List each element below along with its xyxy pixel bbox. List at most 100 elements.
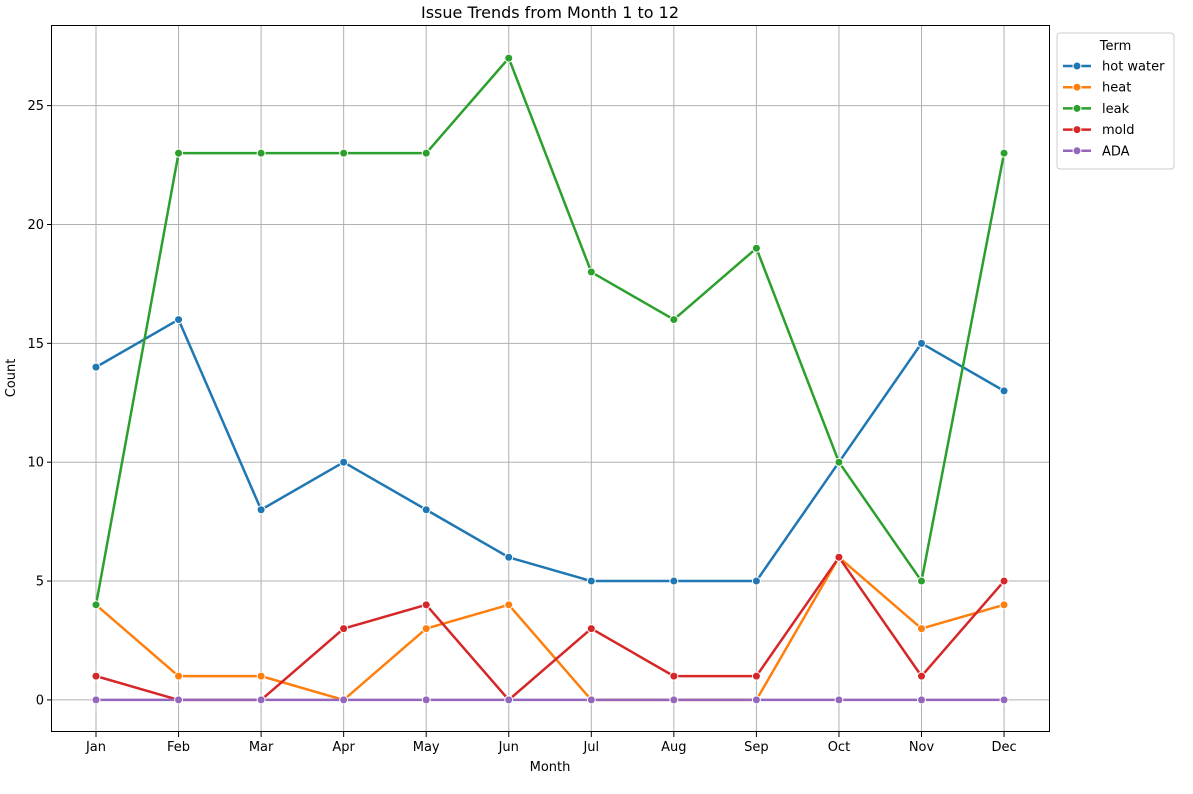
data-point [999, 576, 1009, 586]
y-axis-label: Count [4, 359, 19, 398]
legend-title: Term [1099, 39, 1132, 54]
data-point [421, 505, 431, 515]
x-tick-label: Feb [167, 740, 190, 755]
data-point [669, 576, 679, 586]
data-point [999, 148, 1009, 158]
series-group [91, 53, 1009, 705]
y-tick-label: 10 [27, 456, 44, 471]
series-line [94, 56, 1006, 606]
axis-ticks: Jan Feb Mar Apr May Jun Jul Aug Sep Oct Nov Dec 0 5 10… [27, 99, 1016, 755]
data-point [339, 624, 349, 634]
data-point [834, 695, 844, 705]
series-leak [91, 53, 1009, 610]
data-point [421, 695, 431, 705]
legend-marker [1072, 82, 1082, 92]
data-point [917, 624, 926, 634]
data-point [834, 552, 844, 562]
data-point [917, 576, 926, 586]
data-point [339, 695, 349, 705]
series-line [95, 556, 1005, 702]
data-point [586, 624, 596, 634]
data-point [174, 148, 184, 158]
data-point [339, 457, 349, 467]
data-point [339, 148, 349, 158]
data-point [586, 576, 596, 586]
data-point [669, 315, 679, 325]
legend-entry: leak [1063, 102, 1130, 117]
x-tick-label: Dec [991, 740, 1016, 755]
series-mold [91, 552, 1009, 705]
series-ada [91, 695, 1009, 705]
data-point [504, 695, 514, 705]
data-point [91, 671, 101, 681]
x-tick-label: Aug [661, 740, 686, 755]
data-point [421, 600, 431, 610]
data-point [421, 148, 431, 158]
x-tick-label: Jul [582, 740, 599, 755]
x-tick-label: May [413, 740, 440, 755]
legend-label: leak [1102, 102, 1130, 117]
data-point [256, 505, 266, 515]
data-point [751, 576, 761, 586]
legend-entry: hot water [1063, 60, 1165, 75]
legend-label: hot water [1102, 60, 1165, 75]
legend-marker [1072, 146, 1082, 156]
data-point [751, 695, 761, 705]
x-tick-label: Oct [828, 740, 850, 755]
data-point [174, 695, 184, 705]
data-point [256, 671, 266, 681]
data-point [917, 695, 926, 705]
series-line [95, 556, 1005, 702]
data-point [504, 552, 514, 562]
data-point [917, 671, 926, 681]
legend-label: heat [1102, 81, 1131, 96]
x-tick-label: Sep [744, 740, 769, 755]
series-hot-water [91, 315, 1009, 586]
chart-title: Issue Trends from Month 1 to 12 [421, 3, 679, 22]
data-point [256, 148, 266, 158]
y-tick-label: 20 [27, 218, 44, 233]
x-axis-label: Month [530, 760, 571, 775]
data-point [999, 695, 1009, 705]
data-point [256, 695, 266, 705]
legend-entry: mold [1063, 123, 1134, 138]
data-point [504, 600, 514, 610]
data-point [91, 695, 101, 705]
legend-entry: heat [1063, 81, 1131, 96]
data-point [751, 243, 761, 253]
data-point [504, 53, 514, 63]
data-point [834, 457, 844, 467]
y-tick-label: 15 [27, 337, 44, 352]
data-point [999, 386, 1009, 396]
data-point [917, 338, 926, 348]
data-point [999, 600, 1009, 610]
legend-marker [1072, 61, 1082, 71]
y-tick-label: 0 [36, 693, 44, 708]
data-point [586, 695, 596, 705]
plot-frame [51, 25, 1050, 732]
x-tick-label: Nov [909, 740, 935, 755]
data-point [421, 624, 431, 634]
x-tick-label: Jan [85, 740, 106, 755]
legend-marker [1072, 103, 1082, 113]
legend: Term hot water heat leak mold ADA [1056, 32, 1175, 170]
legend-entry: ADA [1063, 144, 1130, 159]
x-tick-label: Mar [249, 740, 274, 755]
series-heat [91, 552, 1009, 705]
data-point [586, 267, 596, 277]
data-point [91, 362, 101, 372]
data-point [174, 671, 184, 681]
x-tick-label: Apr [332, 740, 355, 755]
y-tick-label: 25 [27, 99, 44, 114]
grid-lines [52, 26, 1050, 732]
legend-label: mold [1102, 123, 1134, 138]
series-line [95, 318, 1005, 583]
legend-label: ADA [1102, 144, 1130, 159]
data-point [669, 671, 679, 681]
x-tick-label: Jun [498, 740, 519, 755]
data-point [91, 600, 101, 610]
data-point [174, 315, 184, 325]
data-point [669, 695, 679, 705]
data-point [751, 671, 761, 681]
